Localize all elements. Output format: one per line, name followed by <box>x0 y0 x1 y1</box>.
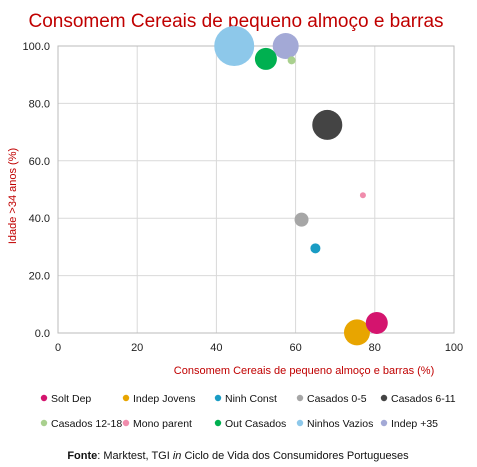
bubble-point <box>287 56 296 65</box>
legend-marker <box>122 394 130 402</box>
source-label: Fonte <box>67 450 97 462</box>
bubble-series <box>214 26 388 346</box>
bubble-point <box>310 243 321 254</box>
legend-item: Out Casados <box>214 418 286 430</box>
legend-item: Ninh Const <box>214 393 277 405</box>
legend-marker <box>380 419 388 427</box>
y-tick-label: 0.0 <box>35 328 50 340</box>
legend-item: Mono parent <box>122 418 192 430</box>
legend-item: Casados 0-5 <box>296 393 367 405</box>
legend-label: Casados 0-5 <box>307 393 367 405</box>
bubble-point <box>359 192 366 199</box>
x-tick-label: 80 <box>369 342 381 354</box>
grid-lines <box>57 45 455 334</box>
legend-label: Indep Jovens <box>133 393 195 405</box>
legend-marker <box>214 419 222 427</box>
x-tick-label: 0 <box>55 342 61 354</box>
legend-item: Casados 6-11 <box>380 393 456 405</box>
bubble-point <box>312 109 343 140</box>
y-tick-label: 100.0 <box>22 41 50 53</box>
legend-label: Mono parent <box>133 418 192 430</box>
x-tick-label: 60 <box>289 342 301 354</box>
source-italic: in <box>173 450 182 462</box>
legend-item: Ninhos Vazios <box>296 418 373 430</box>
legend-item: Casados 12-18 <box>40 418 122 430</box>
bubble-point <box>365 311 388 334</box>
legend-item: Indep +35 <box>380 418 438 430</box>
legend-label: Ninhos Vazios <box>307 418 373 430</box>
x-tick-label: 20 <box>131 342 143 354</box>
bubble-point <box>254 47 277 70</box>
y-tick-label: 60.0 <box>29 156 50 168</box>
legend-label: Solt Dep <box>51 393 91 405</box>
legend-item: Solt Dep <box>40 393 91 405</box>
source-suffix: Ciclo de Vida dos Consumidores Portugues… <box>181 450 409 462</box>
plot-frame <box>57 45 455 334</box>
y-tick-label: 20.0 <box>29 271 50 283</box>
legend-label: Casados 6-11 <box>391 393 456 405</box>
source-prefix: : Marktest, TGI <box>97 450 173 462</box>
x-tick-labels: 0 20 40 60 80 100 <box>55 342 463 354</box>
legend-label: Casados 12-18 <box>51 418 122 430</box>
y-axis-label: Idade >34 anos (%) <box>7 148 19 244</box>
legend-marker <box>40 419 48 427</box>
legend-item: Indep Jovens <box>122 393 195 405</box>
bubble-point <box>294 212 309 227</box>
x-axis-label: Consomem Cereais de pequeno almoço e bar… <box>174 365 434 377</box>
chart-title: Consomem Cereais de pequeno almoço e bar… <box>28 11 443 32</box>
x-tick-label: 40 <box>210 342 222 354</box>
bubble-point <box>272 33 299 59</box>
legend-label: Ninh Const <box>225 393 277 405</box>
bubble-point <box>343 319 370 346</box>
legend: Solt Dep Indep Jovens Ninh Const Casados 0-… <box>40 393 456 430</box>
y-tick-label: 40.0 <box>29 213 50 225</box>
legend-marker <box>296 419 304 427</box>
y-tick-labels: 0.0 20.0 40.0 60.0 80.0 100.0 <box>22 41 50 340</box>
legend-label: Indep +35 <box>391 418 438 430</box>
source-note: Fonte: Marktest, TGI in Ciclo de Vida do… <box>67 450 409 462</box>
x-tick-label: 100 <box>445 342 463 354</box>
legend-marker <box>214 394 222 402</box>
y-tick-label: 80.0 <box>29 98 50 110</box>
bubble-point <box>214 26 255 66</box>
legend-label: Out Casados <box>225 418 286 430</box>
legend-marker <box>122 419 130 427</box>
legend-marker <box>380 394 388 402</box>
legend-marker <box>40 394 48 402</box>
legend-marker <box>296 394 304 402</box>
